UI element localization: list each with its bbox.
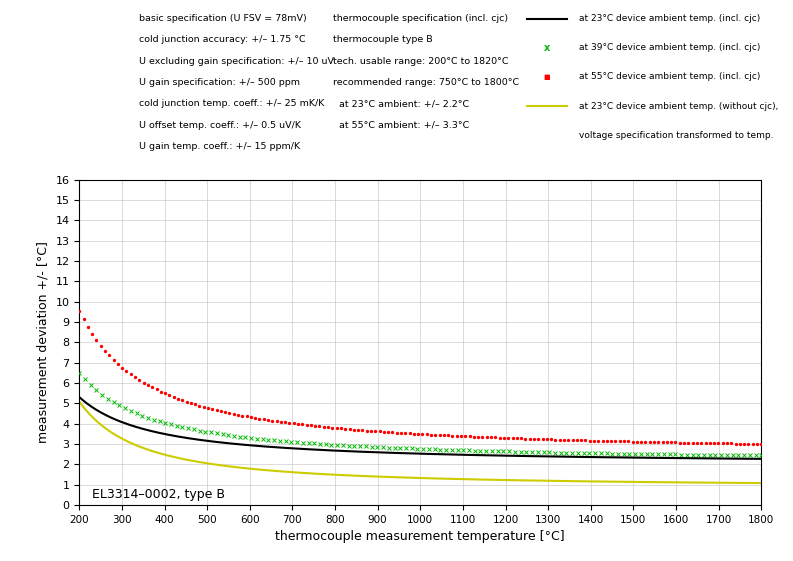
at 55°C device ambient temp. (incl. cjc) [452,433,462,439]
at 55°C device ambient temp. (incl. cjc) [757,440,766,447]
Line: at 39°C device ambient temp. (incl. cjc): at 39°C device ambient temp. (incl. cjc) [77,370,764,458]
Text: cold junction temp. coeff.: +/– 25 mK/K: cold junction temp. coeff.: +/– 25 mK/K [139,99,324,108]
at 39°C device ambient temp. (incl. cjc) [258,436,267,443]
at 23°C device ambient temp. (without cjc), [403,474,412,481]
Text: x: x [544,43,550,53]
at 23°C device ambient temp. (without cjc), [740,480,749,486]
at 55°C device ambient temp. (incl. cjc) [212,407,221,413]
Text: EL3314–0002, type B: EL3314–0002, type B [92,488,225,501]
at 39°C device ambient temp. (incl. cjc) [75,369,84,376]
at 55°C device ambient temp. (incl. cjc) [75,307,84,314]
at 23°C device ambient temp. (incl. cjc) [634,454,643,461]
X-axis label: thermocouple measurement temperature [°C]: thermocouple measurement temperature [°C… [275,530,565,543]
at 55°C device ambient temp. (incl. cjc) [267,417,277,424]
Text: thermocouple type B: thermocouple type B [333,35,433,44]
Text: at 55°C ambient: +/– 3.3°C: at 55°C ambient: +/– 3.3°C [333,121,469,130]
Text: at 23°C device ambient temp. (without cjc),: at 23°C device ambient temp. (without cj… [579,102,778,111]
at 23°C device ambient temp. (without cjc), [398,474,408,481]
Line: at 55°C device ambient temp. (incl. cjc): at 55°C device ambient temp. (incl. cjc) [78,309,763,446]
at 39°C device ambient temp. (incl. cjc) [757,452,766,459]
Text: cold junction accuracy: +/– 1.75 °C: cold junction accuracy: +/– 1.75 °C [139,35,305,44]
Text: basic specification (U FSV = 78mV): basic specification (U FSV = 78mV) [139,14,307,23]
Text: voltage specification transformed to temp.: voltage specification transformed to tem… [579,131,773,140]
at 39°C device ambient temp. (incl. cjc) [545,449,554,456]
at 55°C device ambient temp. (incl. cjc) [722,440,732,447]
Text: U gain temp. coeff.: +/– 15 ppm/K: U gain temp. coeff.: +/– 15 ppm/K [139,142,300,151]
at 23°C device ambient temp. (without cjc), [634,479,643,485]
at 23°C device ambient temp. (incl. cjc) [481,452,490,459]
Text: thermocouple specification (incl. cjc): thermocouple specification (incl. cjc) [333,14,508,23]
at 23°C device ambient temp. (without cjc), [443,475,453,482]
at 23°C device ambient temp. (incl. cjc) [75,394,84,401]
at 55°C device ambient temp. (incl. cjc) [632,438,642,445]
at 23°C device ambient temp. (incl. cjc) [740,456,749,462]
at 23°C device ambient temp. (incl. cjc) [443,451,453,458]
at 23°C device ambient temp. (without cjc), [757,480,766,486]
Y-axis label: measurement deviation +/- [°C]: measurement deviation +/- [°C] [37,241,50,443]
at 39°C device ambient temp. (incl. cjc) [613,450,623,457]
Text: U gain specification: +/– 500 ppm: U gain specification: +/– 500 ppm [139,78,300,87]
Line: at 23°C device ambient temp. (without cjc),: at 23°C device ambient temp. (without cj… [79,402,761,483]
Text: U excluding gain specification: +/– 10 uV: U excluding gain specification: +/– 10 u… [139,57,334,66]
at 55°C device ambient temp. (incl. cjc) [516,435,526,442]
at 23°C device ambient temp. (incl. cjc) [757,456,766,462]
Text: at 55°C device ambient temp. (incl. cjc): at 55°C device ambient temp. (incl. cjc) [579,72,760,81]
at 23°C device ambient temp. (incl. cjc) [398,450,408,457]
Text: at 39°C device ambient temp. (incl. cjc): at 39°C device ambient temp. (incl. cjc) [579,43,760,52]
at 39°C device ambient temp. (incl. cjc) [453,447,462,453]
at 39°C device ambient temp. (incl. cjc) [218,431,228,438]
at 23°C device ambient temp. (incl. cjc) [403,450,412,457]
Text: tech. usable range: 200°C to 1820°C: tech. usable range: 200°C to 1820°C [333,57,508,66]
at 23°C device ambient temp. (without cjc), [481,476,490,483]
Text: U offset temp. coeff.: +/– 0.5 uV/K: U offset temp. coeff.: +/– 0.5 uV/K [139,121,301,130]
at 23°C device ambient temp. (without cjc), [75,398,84,405]
Text: at 23°C device ambient temp. (incl. cjc): at 23°C device ambient temp. (incl. cjc) [579,14,760,23]
Text: at 23°C ambient: +/– 2.2°C: at 23°C ambient: +/– 2.2°C [333,99,469,108]
Text: recommended range: 750°C to 1800°C: recommended range: 750°C to 1800°C [333,78,519,87]
Text: ■: ■ [544,74,550,80]
at 39°C device ambient temp. (incl. cjc) [734,452,743,459]
Line: at 23°C device ambient temp. (incl. cjc): at 23°C device ambient temp. (incl. cjc) [79,397,761,459]
